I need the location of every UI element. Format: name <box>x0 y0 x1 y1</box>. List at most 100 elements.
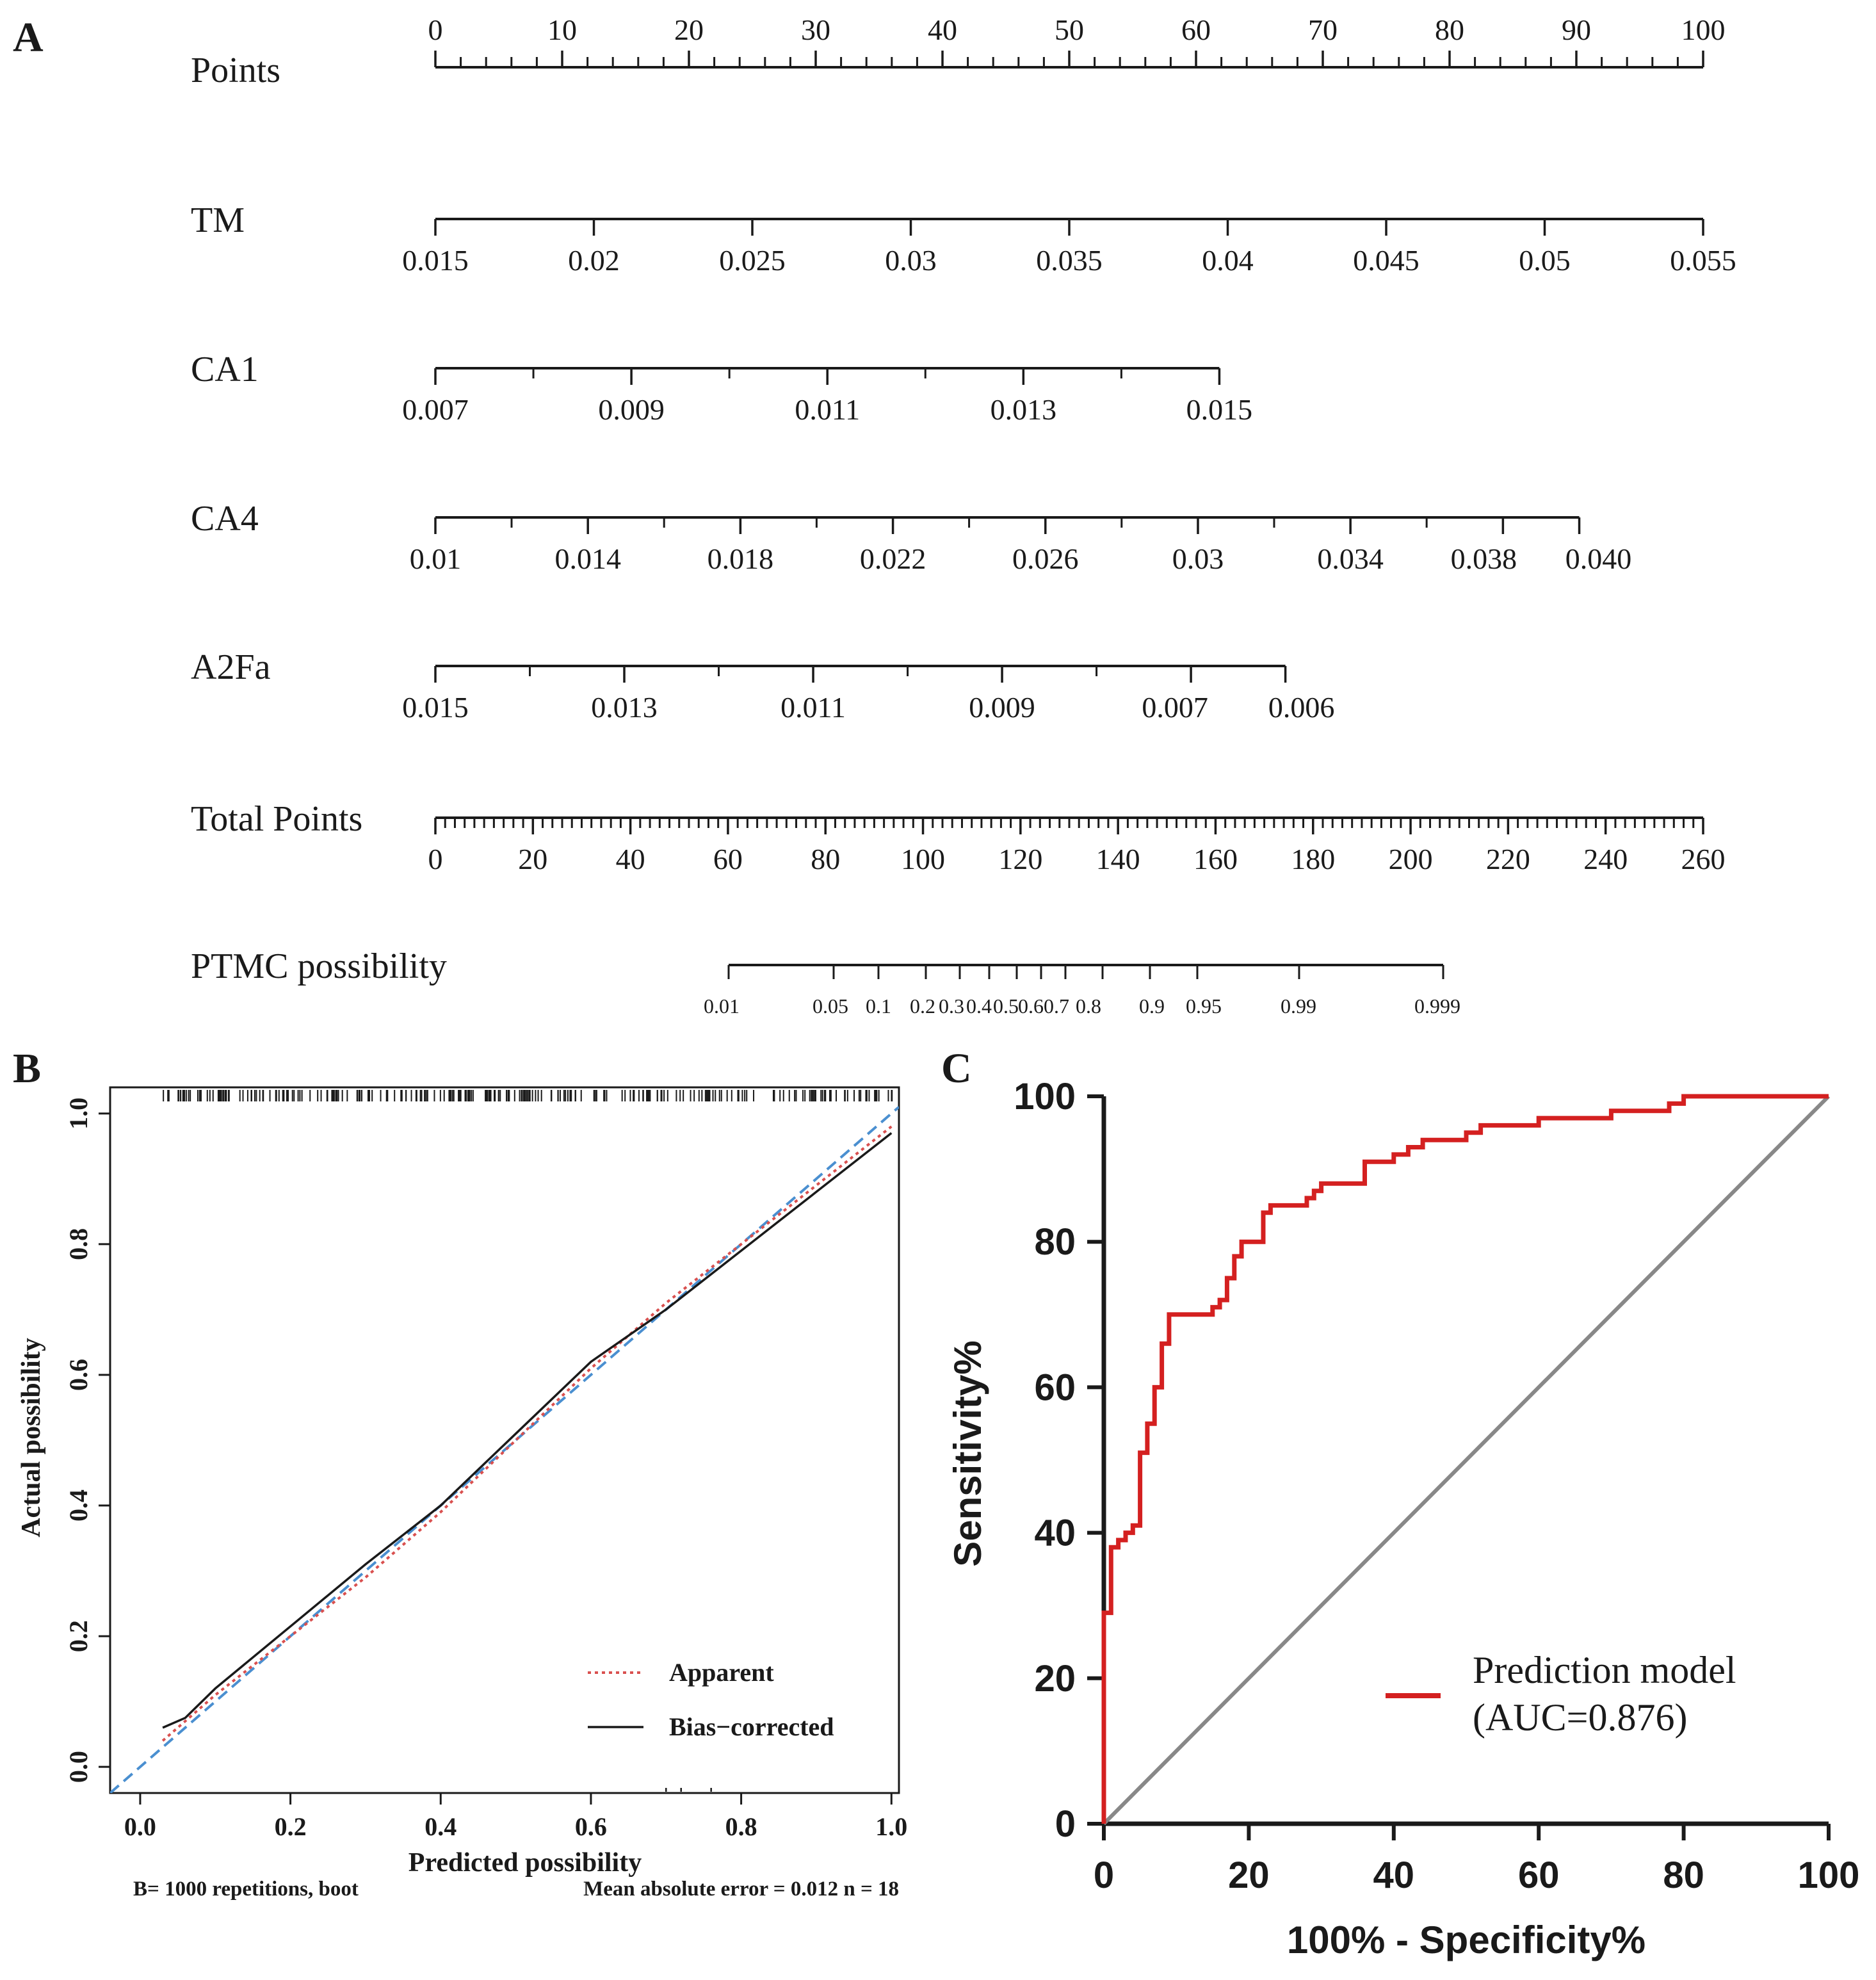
nomogram-tick-label: 0.01 <box>410 542 462 575</box>
nomogram-tick-label: 0.015 <box>402 691 469 724</box>
x-tick-label: 1.0 <box>875 1812 907 1841</box>
nomogram-scale-name: Points <box>191 51 280 90</box>
nomogram-tick-label: 0.9 <box>1139 994 1165 1018</box>
nomogram-tick-label: 40 <box>616 843 645 875</box>
y-tick-label: 0.6 <box>64 1359 93 1391</box>
nomogram-tick-label: 0.011 <box>795 393 860 426</box>
nomogram-tick-label: 0.999 <box>1414 994 1460 1018</box>
x-tick-label: 0.0 <box>124 1812 156 1841</box>
nomogram-tick-label: 80 <box>1435 13 1464 46</box>
nomogram-tick-label: 0.4 <box>966 994 992 1018</box>
nomogram-tick-label: 0.99 <box>1281 994 1316 1018</box>
roc-x-tick-label: 80 <box>1663 1854 1704 1896</box>
roc-x-tick-label: 0 <box>1094 1854 1114 1896</box>
nomogram-tick-label: 0.009 <box>969 691 1035 724</box>
calibration-plot-frame <box>109 1086 900 1794</box>
roc-y-axis-title: Sensitivity% <box>946 1340 989 1566</box>
footer-right-text: Mean absolute error = 0.012 n = 18 <box>583 1878 899 1901</box>
nomogram-tick-label: 0.05 <box>1519 244 1571 277</box>
legend-apparent-label: Apparent <box>669 1658 774 1687</box>
roc-x-tick-label: 100 <box>1798 1854 1860 1896</box>
y-tick-label: 0.8 <box>64 1228 93 1260</box>
nomogram-tick-label: 0.015 <box>1186 393 1253 426</box>
nomogram-scale-name: CA4 <box>191 499 259 539</box>
nomogram-tick-label: 0.025 <box>719 244 786 277</box>
ideal-line <box>110 1106 899 1793</box>
panel-label-a: A <box>13 14 44 61</box>
roc-legend-auc: (AUC=0.876) <box>1473 1696 1687 1739</box>
nomogram-tick-label: 0.011 <box>780 691 846 724</box>
nomogram-tick-label: 0.040 <box>1565 542 1632 575</box>
x-axis-title: Predicted possibility <box>408 1848 642 1878</box>
y-tick-label: 0.0 <box>64 1751 93 1783</box>
nomogram-tick-label: 160 <box>1193 843 1238 875</box>
nomogram-tick-label: 0.3 <box>939 994 964 1018</box>
x-tick-label: 0.6 <box>575 1812 607 1841</box>
nomogram-tick-label: 100 <box>901 843 945 875</box>
x-tick-label: 0.2 <box>275 1812 307 1841</box>
nomogram-tick-label: 0.7 <box>1044 994 1069 1018</box>
nomogram-scale-name: TM <box>191 200 245 240</box>
roc-x-tick-label: 40 <box>1373 1854 1415 1896</box>
nomogram-tick-label: 140 <box>1096 843 1140 875</box>
roc-reference-line <box>1102 1094 1831 1826</box>
roc-curve <box>1101 1094 1829 1824</box>
y-tick-label: 0.2 <box>64 1620 93 1652</box>
x-tick-label: 0.8 <box>725 1812 757 1841</box>
y-tick-label: 0.4 <box>64 1489 93 1522</box>
nomogram-tick-label: 0.04 <box>1202 244 1254 277</box>
calibration-rug-top <box>163 1090 893 1101</box>
nomogram-tick-label: 30 <box>801 13 830 46</box>
roc-x-tick-label: 20 <box>1228 1854 1270 1896</box>
nomogram-tick-label: 0.026 <box>1012 542 1079 575</box>
nomogram-tick-label: 20 <box>674 13 704 46</box>
nomogram-tick-label: 180 <box>1291 843 1335 875</box>
nomogram-tick-label: 0.013 <box>591 691 658 724</box>
nomogram-tick-label: 200 <box>1389 843 1433 875</box>
nomogram-tick-label: 20 <box>518 843 547 875</box>
nomogram-tick-label: 0.034 <box>1317 542 1384 575</box>
nomogram-tick-label: 0.018 <box>708 542 774 575</box>
footer-left-text: B= 1000 repetitions, boot <box>133 1878 359 1901</box>
roc-y-tick-label: 40 <box>1034 1513 1076 1554</box>
nomogram-tick-label: 0.8 <box>1076 994 1101 1018</box>
nomogram-tick-label: 70 <box>1308 13 1338 46</box>
nomogram-tick-label: 0.006 <box>1268 691 1335 724</box>
nomogram-tick-label: 0.007 <box>1142 691 1208 724</box>
roc-y-tick-label: 100 <box>1014 1076 1076 1117</box>
nomogram-tick-label: 0.055 <box>1670 244 1736 277</box>
nomogram-tick-label: 0.035 <box>1036 244 1103 277</box>
nomogram-tick-label: 50 <box>1055 13 1084 46</box>
nomogram-tick-label: 260 <box>1681 843 1726 875</box>
nomogram-tick-label: 0.03 <box>1172 542 1224 575</box>
nomogram-tick-label: 0.014 <box>554 542 621 575</box>
nomogram-panel: A Points 0 10 20 30 40 50 60 70 80 90 100 TM 0.015 0.02… <box>13 13 1736 1018</box>
roc-y-tick-label: 60 <box>1034 1367 1076 1408</box>
nomogram-tick-label: 90 <box>1562 13 1591 46</box>
nomogram-tick-label: 0.1 <box>866 994 891 1018</box>
panel-label-b: B <box>13 1045 41 1092</box>
y-axis-title: Actual possibility <box>17 1338 46 1538</box>
nomogram-tick-label: 100 <box>1681 13 1726 46</box>
nomogram-tick-label: 0.015 <box>402 244 469 277</box>
roc-y-tick-label: 80 <box>1034 1221 1076 1263</box>
nomogram-tick-label: 0.2 <box>910 994 935 1018</box>
nomogram-tick-label: 10 <box>547 13 577 46</box>
nomogram-tick-label: 0.01 <box>704 994 740 1018</box>
nomogram-tick-label: 0 <box>428 843 443 875</box>
nomogram-tick-label: 0 <box>428 13 443 46</box>
nomogram-tick-label: 0.038 <box>1451 542 1517 575</box>
nomogram-tick-label: 0.6 <box>1018 994 1044 1018</box>
nomogram-tick-label: 40 <box>928 13 957 46</box>
nomogram-tick-label: 0.007 <box>402 393 469 426</box>
nomogram-scale-name: A2Fa <box>191 647 271 687</box>
nomogram-tick-label: 0.013 <box>991 393 1057 426</box>
nomogram-tick-label: 0.045 <box>1353 244 1419 277</box>
bias-corrected-line <box>162 1132 893 1729</box>
roc-x-axis-title: 100% - Specificity% <box>1287 1919 1646 1961</box>
roc-panel: C 0 20 40 60 80 100 0 20 40 60 80 100 100% - Specific… <box>941 1045 1859 1961</box>
calibration-panel: B 0.0 0.2 0.4 0.6 0.8 1.0 0.0 0.2 0.4 0.6 0.8 1.0 Pre… <box>13 1045 907 1901</box>
nomogram-scale-name: Total Points <box>191 799 362 839</box>
panel-label-c: C <box>941 1045 972 1092</box>
